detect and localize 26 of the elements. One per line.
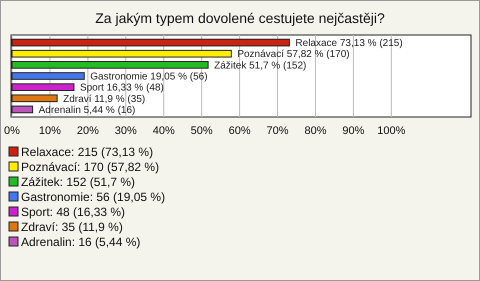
x-tick-label: 10%: [38, 125, 62, 137]
legend-label: Zdraví: 35 (11,9 %): [21, 220, 123, 234]
data-label: Adrenalin 5,44 % (16): [38, 104, 136, 116]
x-tick-label: 80%: [304, 125, 327, 137]
legend-label: Adrenalin: 16 (5,44 %): [21, 235, 140, 249]
x-tick-label: 100%: [377, 125, 406, 137]
x-tick-label: 70%: [266, 125, 289, 137]
data-label: Gastronomie 19,05 % (56): [90, 72, 208, 82]
legend-label: Poznávací: 170 (57,82 %): [21, 160, 160, 174]
data-label: Zdraví 11,9 % (35): [63, 94, 146, 105]
data-label: Poznávací 57,82 % (170): [237, 49, 350, 60]
x-tick-label: 20%: [76, 125, 100, 137]
x-tick-label: 60%: [228, 125, 251, 137]
chart-title: Za jakým typem dovolené cestujete nejčastěji?: [95, 10, 385, 26]
data-label: Sport 16,33 % (48): [80, 82, 164, 94]
x-tick-label: 50%: [190, 125, 213, 137]
data-label: Zážitek 51,7 % (152): [214, 60, 306, 72]
legend-label: Relaxace: 215 (73,13 %): [21, 145, 154, 159]
legend-label: Sport: 48 (16,33 %): [21, 205, 126, 219]
legend-label: Gastronomie: 56 (19,05 %): [21, 190, 166, 204]
x-tick-label: 90%: [342, 125, 365, 137]
x-tick-label: 0%: [4, 125, 20, 137]
x-tick-label: 30%: [114, 125, 138, 137]
data-label: Relaxace 73,13 % (215): [295, 38, 403, 50]
x-tick-label: 40%: [152, 125, 175, 137]
legend-label: Zážitek: 152 (51,7 %): [21, 175, 136, 189]
